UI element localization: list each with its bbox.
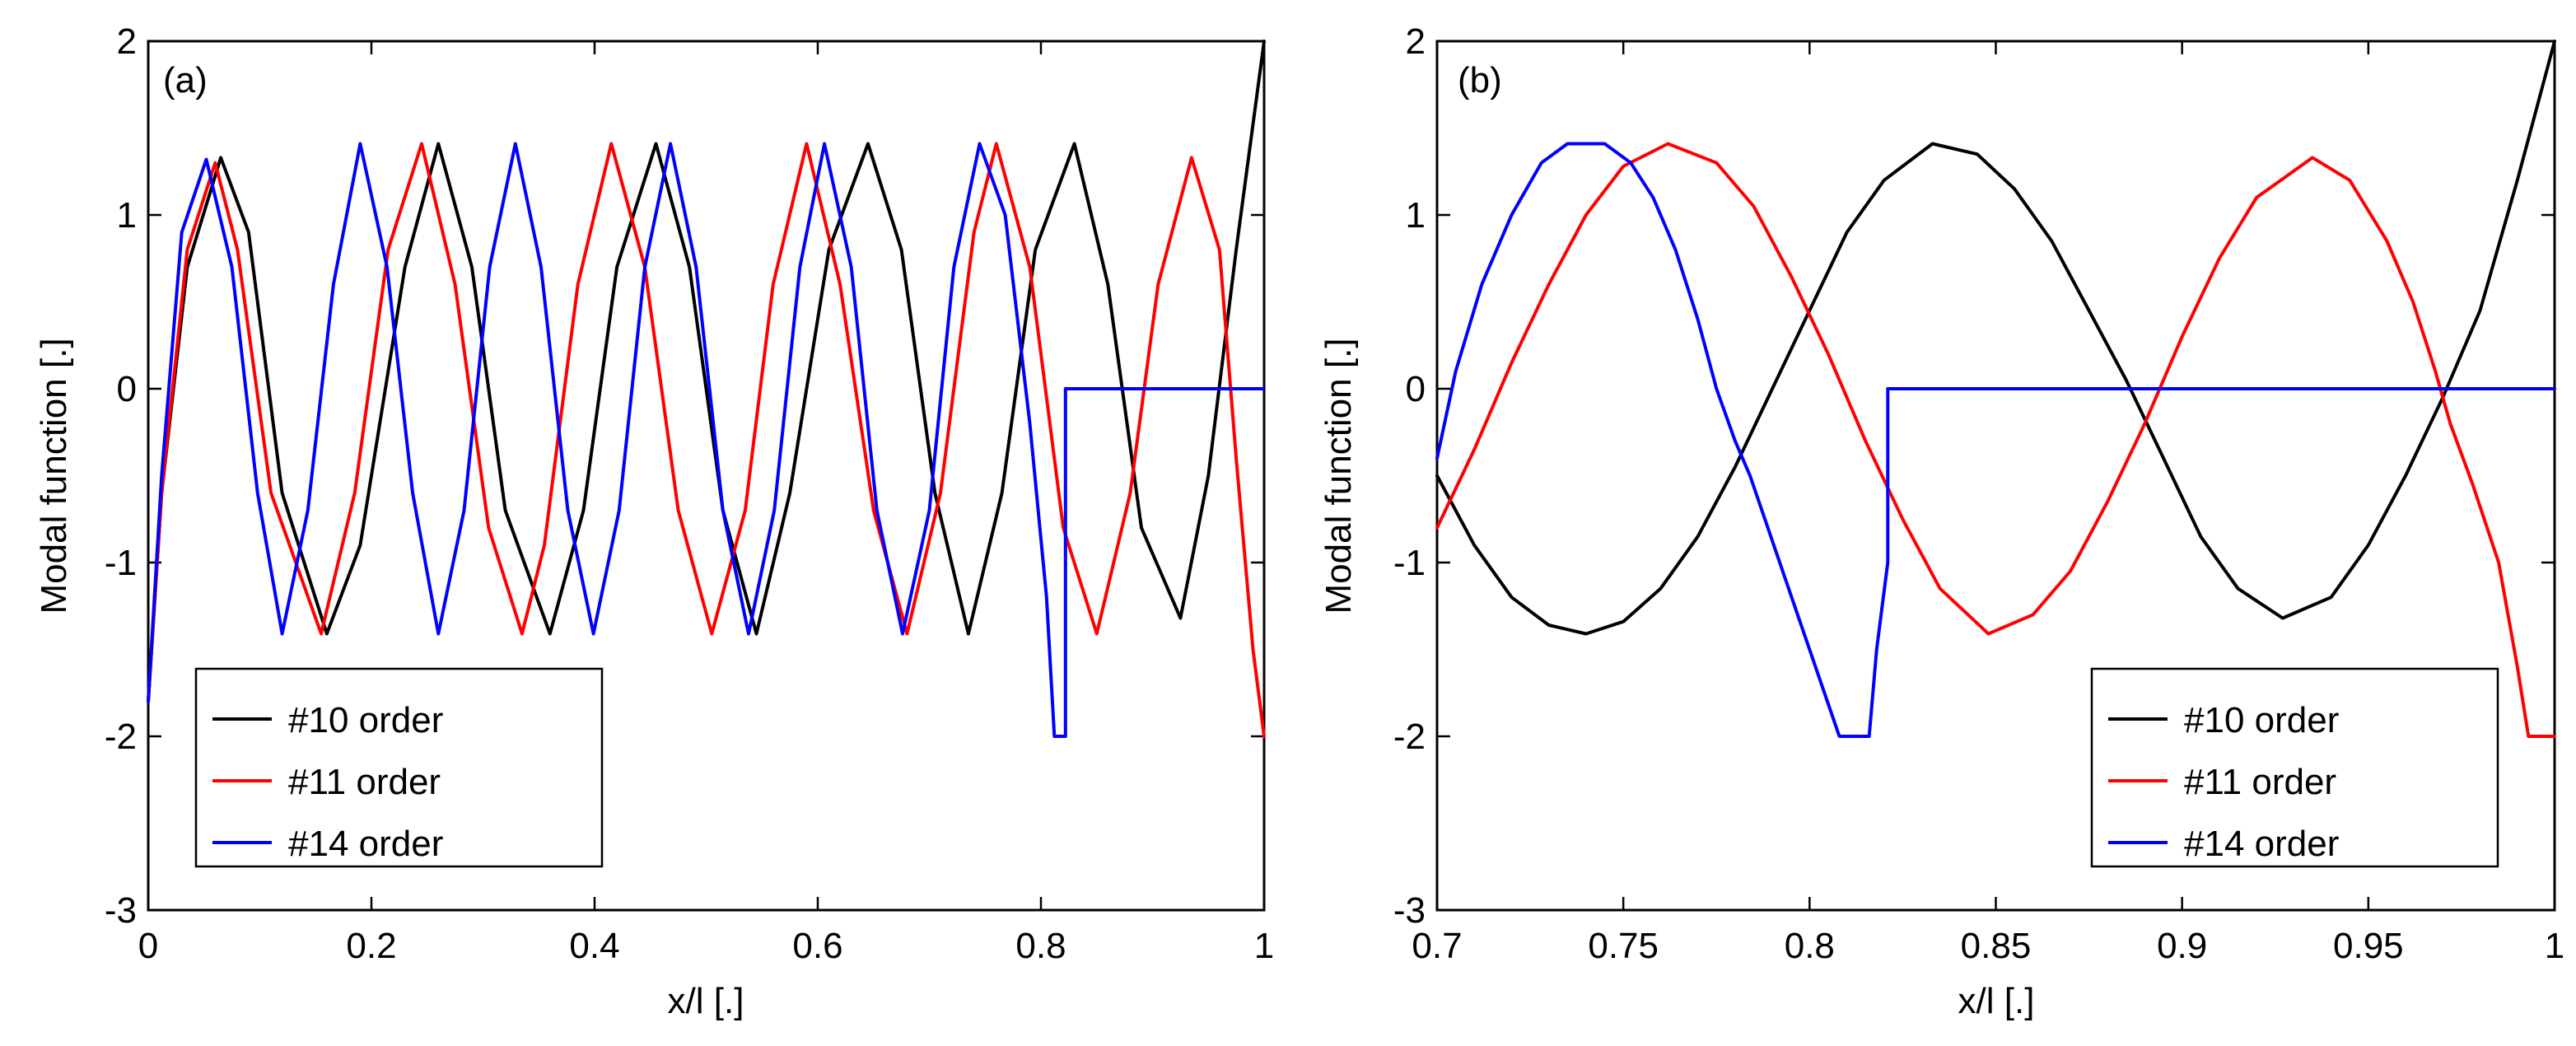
panel-b-series-line-0 xyxy=(1435,40,2556,636)
panel-a-ytick-label: -3 xyxy=(105,890,137,931)
panel-a-ytick-label: 2 xyxy=(117,21,137,62)
panel-a-xtick-label: 0.8 xyxy=(1015,926,1066,966)
panel-b-ticks: 0.7 0.75 0.8 0.85 0.9 0.95 1 -3 -2 -1 0 1 2 xyxy=(1393,21,2564,966)
panel-b-xtick-label: 0.8 xyxy=(1785,926,1835,966)
panel-b-label: (b) xyxy=(1458,60,1502,100)
panel-a-ytick-label: 0 xyxy=(117,369,137,409)
panel-a-ticks: 0 0.2 0.4 0.6 0.8 1 -3 -2 -1 0 1 2 xyxy=(105,21,1274,966)
panel-a-legend-box xyxy=(194,667,604,868)
panel-b-xtick-label: 0.75 xyxy=(1588,926,1659,966)
panel-a-xtick-label: 0.4 xyxy=(569,926,619,966)
panel-b-legend: #10 order #11 order #14 order xyxy=(2090,667,2499,868)
panel-a-series-line-2 xyxy=(147,142,1266,738)
panel-a-ytick-label: -1 xyxy=(105,543,137,583)
panel-a-legend-label-10: #10 order xyxy=(288,700,443,740)
panel-a-ylabel: Modal function [.] xyxy=(34,338,74,614)
panel-a-xtick-label: 0.6 xyxy=(792,926,842,966)
panel-b-legend-label-14: #14 order xyxy=(2184,824,2339,864)
panel-a-xtick-label: 0.2 xyxy=(346,926,396,966)
panel-a-lines xyxy=(147,40,1266,738)
panel-b-ytick-label: -3 xyxy=(1393,890,1426,931)
panel-a-label: (a) xyxy=(163,60,208,100)
panel-b: 0.7 0.75 0.8 0.85 0.9 0.95 1 -3 -2 -1 0 1 2 (b) x/l … xyxy=(1318,21,2564,1021)
panel-a-series-line-1 xyxy=(147,142,1266,738)
panel-b-series-line-2 xyxy=(1435,142,2556,738)
panel-b-ytick-label: -2 xyxy=(1393,717,1426,757)
panel-b-xtick-label: 0.85 xyxy=(1961,926,2032,966)
panel-a-legend-label-14: #14 order xyxy=(288,824,443,864)
panel-b-legend-label-11: #11 order xyxy=(2184,762,2336,802)
panel-b-xtick-label: 0.9 xyxy=(2157,926,2207,966)
panel-a-ytick-label: 1 xyxy=(117,195,137,236)
panel-a-legend-label-11: #11 order xyxy=(288,762,441,802)
panel-a-xtick-label: 0 xyxy=(138,926,158,966)
panel-b-lines xyxy=(1435,40,2556,738)
panel-a-xlabel: x/l [.] xyxy=(668,981,744,1021)
panel-a-xtick-label: 1 xyxy=(1254,926,1274,966)
panel-b-legend-box xyxy=(2090,667,2499,868)
panel-b-ytick-label: -1 xyxy=(1393,543,1426,583)
panel-b-ytick-label: 1 xyxy=(1406,195,1426,236)
panel-b-ylabel: Modal function [.] xyxy=(1318,338,1359,614)
panel-a-ytick-label: -2 xyxy=(105,717,137,757)
panel-b-xtick-label: 0.7 xyxy=(1412,926,1462,966)
panel-b-xtick-label: 0.95 xyxy=(2333,926,2404,966)
panel-b-ytick-label: 0 xyxy=(1406,369,1426,409)
panel-a: 0 0.2 0.4 0.6 0.8 1 -3 -2 -1 0 1 2 (a) x/l [.] Moda… xyxy=(34,21,1274,1021)
panel-b-xtick-label: 1 xyxy=(2545,926,2564,966)
panel-b-series-line-1 xyxy=(1435,142,2556,738)
panel-a-series-line-0 xyxy=(147,40,1266,703)
panel-b-ytick-label: 2 xyxy=(1406,21,1426,62)
panel-b-legend-label-10: #10 order xyxy=(2184,700,2339,740)
panel-a-legend: #10 order #11 order #14 order xyxy=(194,667,604,868)
panel-b-xlabel: x/l [.] xyxy=(1958,981,2035,1021)
